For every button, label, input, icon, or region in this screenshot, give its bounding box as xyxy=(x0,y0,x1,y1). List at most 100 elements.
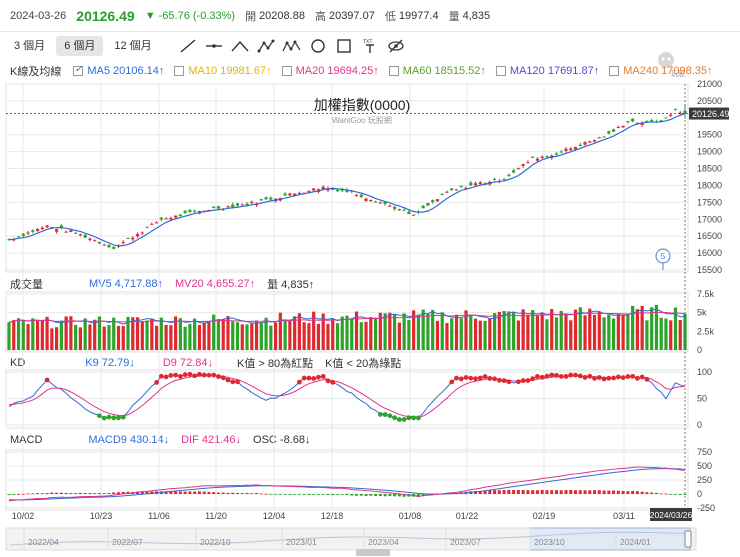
ma20-toggle[interactable]: MA20 19694.25↑ xyxy=(281,65,379,77)
candle-body xyxy=(154,222,159,224)
pane-border xyxy=(5,291,689,353)
y-tick-label: 16000 xyxy=(697,248,722,258)
volume-bar xyxy=(207,320,211,350)
volume-bar xyxy=(273,322,278,350)
high-label: 高 xyxy=(314,10,326,23)
wedge-line-icon[interactable] xyxy=(229,36,251,56)
ma10-checkbox[interactable] xyxy=(174,66,185,76)
osc-bar xyxy=(531,490,535,494)
ma5-checkbox[interactable] xyxy=(73,64,84,76)
volume-bar xyxy=(97,316,102,350)
candle-body xyxy=(545,156,549,158)
volume-bar xyxy=(55,327,59,350)
trend-line-icon[interactable] xyxy=(177,36,199,56)
ma120-text: MA120 17691.87↑ xyxy=(509,65,600,77)
osc-bar xyxy=(550,490,554,494)
osc-bar xyxy=(664,493,668,495)
quote-price: 20126.49 xyxy=(76,7,135,24)
navigator-label: 2022/10 xyxy=(200,537,231,547)
x-tick-label: 02/19 xyxy=(533,511,556,521)
x-tick-label: 12/18 xyxy=(321,511,344,521)
ma10-toggle[interactable]: MA10 19981.67↑ xyxy=(174,65,272,77)
osc-bar xyxy=(478,490,482,494)
candle-body xyxy=(650,120,654,122)
period-6m-button[interactable]: 6 個月 xyxy=(56,36,104,56)
osc-bar xyxy=(83,492,87,494)
volume-bar xyxy=(350,318,354,350)
period-3m-button[interactable]: 3 個月 xyxy=(14,40,46,52)
volume-bar xyxy=(316,323,321,350)
osc-bar xyxy=(350,494,354,496)
ma5-toggle[interactable]: MA5 20106.14↑ xyxy=(73,64,164,77)
period-12m-button[interactable]: 12 個月 xyxy=(114,40,152,52)
osc-bar xyxy=(616,490,620,494)
osc-bar xyxy=(259,493,263,495)
navigator-label: 2023/04 xyxy=(368,537,399,547)
volume-bar xyxy=(312,311,316,350)
kd-overbought-dot xyxy=(520,378,526,384)
volume-bar xyxy=(635,309,639,350)
candle-body xyxy=(216,206,221,209)
rectangle-tool-icon[interactable] xyxy=(333,36,355,56)
osc-bar xyxy=(540,489,544,494)
ma240-checkbox[interactable] xyxy=(609,66,620,76)
volume-bar xyxy=(540,313,544,350)
candle-body xyxy=(445,191,449,193)
pattern-abcd-icon[interactable] xyxy=(281,36,303,56)
candle-body xyxy=(531,156,535,158)
osc-bar xyxy=(78,492,82,494)
volume-bar xyxy=(331,319,335,350)
circle-tool-icon[interactable] xyxy=(307,36,329,56)
kd-overbought-dot xyxy=(530,376,536,382)
candle-body xyxy=(588,141,592,143)
hide-eye-icon[interactable] xyxy=(385,36,407,56)
candle-body xyxy=(488,181,492,185)
candle-body xyxy=(231,204,235,208)
text-tool-icon[interactable]: TXT xyxy=(359,36,381,56)
volume-bar xyxy=(369,317,373,350)
ma20-checkbox[interactable] xyxy=(281,66,292,76)
kd-overbought-dot xyxy=(206,372,212,378)
navigator-line xyxy=(9,531,691,546)
osc-bar xyxy=(588,490,592,494)
osc-bar xyxy=(264,493,268,495)
volume-bar xyxy=(7,322,11,350)
candle-body xyxy=(64,231,68,233)
kd-oversold-dot xyxy=(382,412,388,417)
osc-bar xyxy=(431,494,435,495)
candle-body xyxy=(402,209,406,211)
osc-bar xyxy=(64,493,68,494)
volume-bar xyxy=(193,318,197,350)
ma5-line xyxy=(8,113,686,247)
candle-body xyxy=(440,193,444,195)
kd-overbought-dot xyxy=(582,375,588,380)
volume-bar xyxy=(554,317,559,350)
ma120-toggle[interactable]: MA120 17691.87↑ xyxy=(495,65,600,77)
ma240-toggle[interactable]: MA240 17098.35↑ xyxy=(609,65,713,77)
candle-body xyxy=(135,234,140,237)
osc-bar xyxy=(88,493,92,494)
kd-oversold-dot xyxy=(401,417,407,422)
ma60-checkbox[interactable] xyxy=(388,66,399,76)
current-price-tag xyxy=(689,107,729,120)
y-tick-label: 16500 xyxy=(697,231,722,241)
horizontal-line-icon[interactable] xyxy=(203,36,225,56)
pattern-abc-icon[interactable] xyxy=(255,36,277,56)
candle-body xyxy=(12,239,16,241)
osc-bar xyxy=(564,490,568,494)
range-navigator[interactable]: 2022/04 2022/07 2022/10 2023/01 2023/04 2023/… xyxy=(5,527,697,556)
volume-bar xyxy=(345,315,349,350)
osc-bar xyxy=(274,494,278,495)
volume-bar xyxy=(645,320,649,350)
axis-labels: 10/02 10/23 11/06 11/20 12/04 12/18 01/08 01/22… xyxy=(12,79,730,521)
osc-bar xyxy=(493,490,497,494)
ma120-checkbox[interactable] xyxy=(495,66,506,76)
x-tick-label: 10/23 xyxy=(90,511,113,521)
navigator-label: 2023/01 xyxy=(286,537,317,547)
volume-bar xyxy=(431,309,435,350)
ma60-toggle[interactable]: MA60 18515.52↑ xyxy=(388,65,486,77)
osc-bar xyxy=(574,490,578,494)
kd-oversold-dot xyxy=(396,417,402,422)
y-tick-label: 0 xyxy=(697,420,702,430)
